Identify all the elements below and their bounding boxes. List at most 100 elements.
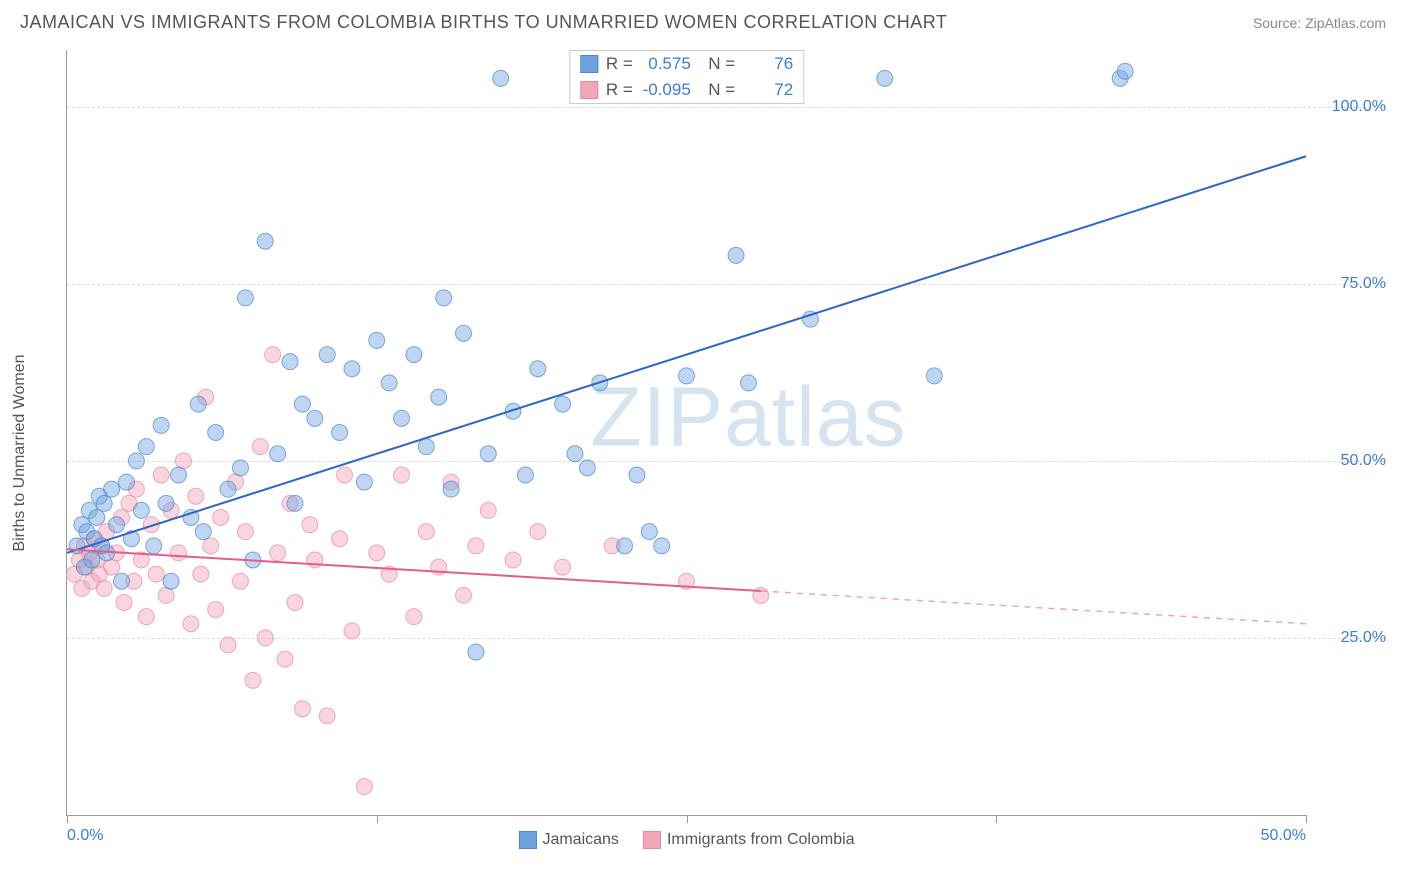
data-point-jamaicans [567, 446, 583, 462]
data-point-colombia [252, 439, 268, 455]
data-point-jamaicans [171, 467, 187, 483]
data-point-jamaicans [394, 410, 410, 426]
data-point-colombia [344, 623, 360, 639]
data-point-colombia [332, 531, 348, 547]
data-point-colombia [265, 347, 281, 363]
data-point-colombia [188, 488, 204, 504]
stat-n-jamaicans: 76 [743, 54, 793, 74]
bottom-legend: Jamaicans Immigrants from Colombia [518, 831, 854, 849]
data-point-jamaicans [118, 474, 134, 490]
data-point-colombia [171, 545, 187, 561]
source-label: Source: ZipAtlas.com [1253, 15, 1386, 31]
data-point-colombia [220, 637, 236, 653]
data-point-jamaicans [344, 361, 360, 377]
plot-area: ZIPatlas R = 0.575 N = 76 R = -0.095 N =… [66, 50, 1306, 816]
data-point-jamaicans [555, 396, 571, 412]
data-point-colombia [96, 580, 112, 596]
data-point-jamaicans [307, 410, 323, 426]
legend-label-jamaicans: Jamaicans [542, 831, 618, 849]
swatch-jamaicans [580, 55, 598, 73]
data-point-jamaicans [530, 361, 546, 377]
data-point-jamaicans [443, 481, 459, 497]
chart-title: JAMAICAN VS IMMIGRANTS FROM COLOMBIA BIR… [20, 12, 947, 33]
data-point-colombia [104, 559, 120, 575]
swatch-colombia [643, 831, 661, 849]
data-point-colombia [245, 672, 261, 688]
stats-row-jamaicans: R = 0.575 N = 76 [570, 51, 803, 77]
stat-r-colombia: -0.095 [641, 80, 691, 100]
data-point-jamaicans [190, 396, 206, 412]
data-point-jamaicans [629, 467, 645, 483]
stat-label-r: R = [606, 80, 633, 100]
stat-r-jamaicans: 0.575 [641, 54, 691, 74]
data-point-jamaicans [728, 247, 744, 263]
data-point-jamaicans [104, 481, 120, 497]
data-point-jamaicans [232, 460, 248, 476]
data-point-colombia [270, 545, 286, 561]
ytick-label: 50.0% [1316, 452, 1386, 470]
ytick-label: 25.0% [1316, 629, 1386, 647]
data-point-jamaicans [109, 517, 125, 533]
data-point-colombia [277, 651, 293, 667]
data-point-jamaicans [679, 368, 695, 384]
xtick [67, 815, 68, 823]
data-point-colombia [257, 630, 273, 646]
data-point-colombia [287, 595, 303, 611]
data-point-jamaicans [740, 375, 756, 391]
ytick-label: 75.0% [1316, 275, 1386, 293]
data-point-colombia [175, 453, 191, 469]
stat-label-n: N = [699, 54, 735, 74]
data-point-colombia [480, 502, 496, 518]
data-point-colombia [356, 779, 372, 795]
data-point-colombia [468, 538, 484, 554]
data-point-jamaicans [1117, 63, 1133, 79]
xtick-label: 50.0% [1261, 827, 1306, 845]
data-point-colombia [394, 467, 410, 483]
data-point-colombia [455, 587, 471, 603]
xtick [377, 815, 378, 823]
stat-label-r: R = [606, 54, 633, 74]
data-point-colombia [116, 595, 132, 611]
data-point-jamaicans [579, 460, 595, 476]
data-point-jamaicans [369, 332, 385, 348]
data-point-colombia [302, 517, 318, 533]
xtick [1306, 815, 1307, 823]
data-point-jamaicans [158, 495, 174, 511]
data-point-colombia [307, 552, 323, 568]
data-point-colombia [294, 701, 310, 717]
data-point-jamaicans [356, 474, 372, 490]
data-point-jamaicans [418, 439, 434, 455]
data-point-jamaicans [654, 538, 670, 554]
stats-row-colombia: R = -0.095 N = 72 [570, 77, 803, 103]
data-point-jamaicans [270, 446, 286, 462]
stat-n-colombia: 72 [743, 80, 793, 100]
data-point-colombia [138, 609, 154, 625]
data-point-jamaicans [133, 502, 149, 518]
data-point-jamaicans [96, 495, 112, 511]
data-point-colombia [337, 467, 353, 483]
data-point-jamaicans [926, 368, 942, 384]
data-point-colombia [369, 545, 385, 561]
xtick [687, 815, 688, 823]
data-point-jamaicans [208, 425, 224, 441]
data-point-jamaicans [114, 573, 130, 589]
chart-container: Births to Unmarried Women ZIPatlas R = 0… [20, 44, 1396, 862]
data-point-jamaicans [381, 375, 397, 391]
data-point-jamaicans [128, 453, 144, 469]
data-point-jamaicans [468, 644, 484, 660]
data-point-jamaicans [641, 524, 657, 540]
data-point-jamaicans [877, 70, 893, 86]
data-point-jamaicans [493, 70, 509, 86]
data-point-jamaicans [163, 573, 179, 589]
data-point-jamaicans [282, 354, 298, 370]
swatch-jamaicans [518, 831, 536, 849]
data-point-colombia [319, 708, 335, 724]
xtick [996, 815, 997, 823]
data-point-jamaicans [257, 233, 273, 249]
y-axis-label: Births to Unmarried Women [11, 354, 29, 551]
data-point-colombia [237, 524, 253, 540]
data-point-colombia [158, 587, 174, 603]
data-point-colombia [232, 573, 248, 589]
data-point-jamaicans [153, 417, 169, 433]
data-point-colombia [203, 538, 219, 554]
